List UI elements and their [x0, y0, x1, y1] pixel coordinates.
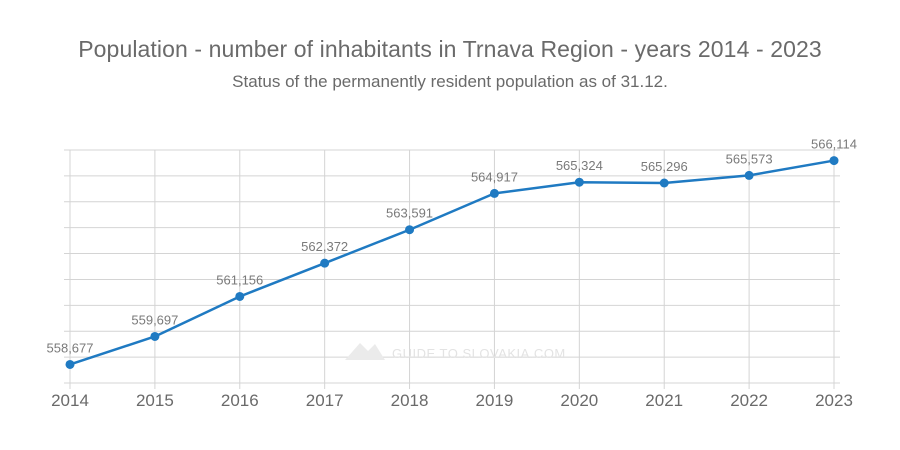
data-point: [659, 178, 669, 188]
x-tick-label: 2023: [815, 391, 853, 410]
x-tick-label: 2021: [645, 391, 683, 410]
x-tick-label: 2016: [221, 391, 259, 410]
x-tick-label: 2020: [560, 391, 598, 410]
data-label: 559,697: [131, 312, 178, 327]
data-point: [489, 188, 499, 198]
data-point: [744, 170, 754, 180]
x-tick-label: 2019: [476, 391, 514, 410]
data-labels: 558,677 559,697 561,156 562,372 563,591 564,9…: [47, 137, 858, 356]
data-point: [829, 156, 839, 166]
data-label: 565,296: [641, 159, 688, 174]
x-tick-label: 2015: [136, 391, 174, 410]
data-point: [574, 177, 584, 187]
watermark: GUIDE TO SLOVAKIA.COM: [345, 343, 566, 361]
data-point: [65, 359, 75, 369]
chart-subtitle: Status of the permanently resident popul…: [232, 72, 668, 91]
watermark-mountain-icon: [345, 343, 385, 360]
x-tick-label: 2018: [391, 391, 429, 410]
data-label: 562,372: [301, 239, 348, 254]
data-label: 565,573: [726, 151, 773, 166]
data-label: 558,677: [47, 340, 94, 355]
chart-grid: [64, 149, 840, 389]
data-label: 566,114: [811, 137, 857, 152]
series-population: [65, 156, 839, 369]
data-label: 564,917: [471, 169, 518, 184]
x-tick-label: 2022: [730, 391, 768, 410]
data-label: 565,324: [556, 158, 603, 173]
x-axis-labels: 2014 2015 2016 2017 2018 2019 2020 2021 2022 2023: [51, 391, 853, 410]
data-point: [405, 225, 415, 235]
x-tick-label: 2014: [51, 391, 89, 410]
data-label: 561,156: [216, 272, 263, 287]
data-label: 563,591: [386, 206, 433, 221]
series-line: [69, 159, 835, 366]
x-tick-label: 2017: [306, 391, 344, 410]
watermark-text: GUIDE TO SLOVAKIA.COM: [392, 346, 566, 361]
data-point: [150, 331, 160, 341]
data-point: [235, 291, 245, 301]
chart-title: Population - number of inhabitants in Tr…: [78, 36, 822, 62]
data-point: [320, 258, 330, 268]
